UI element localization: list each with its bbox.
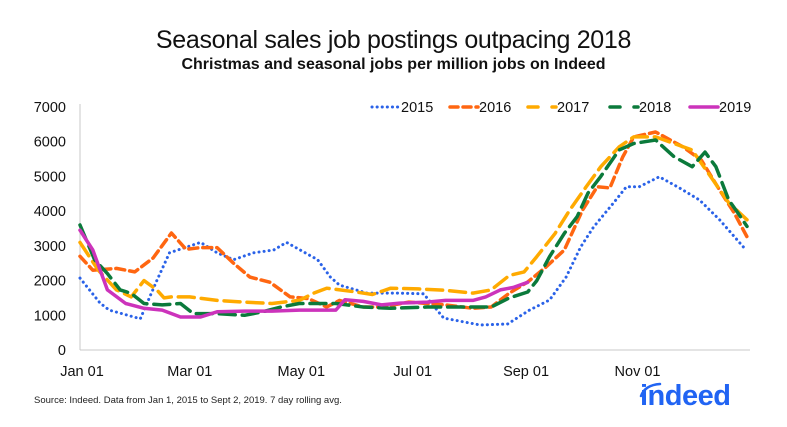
- source-note: Source: Indeed. Data from Jan 1, 2015 to…: [34, 395, 342, 406]
- y-tick-label: 2000: [34, 274, 66, 290]
- series-line-2016: [78, 130, 749, 311]
- x-tick-label: May 01: [278, 364, 326, 380]
- x-tick-label: Jan 01: [60, 364, 104, 380]
- legend: 2015 2016 2017 2018 2019: [370, 100, 751, 116]
- y-tick-label: 4000: [34, 204, 66, 220]
- chart-title: Seasonal sales job postings outpacing 20…: [155, 26, 632, 54]
- y-tick-label: 6000: [34, 135, 66, 151]
- y-tick-label: 1000: [34, 308, 66, 324]
- x-tick-label: Sep 01: [503, 364, 549, 380]
- x-tick-label: Nov 01: [615, 364, 661, 380]
- chart-subtitle: Christmas and seasonal jobs per million …: [181, 56, 606, 73]
- logo-text: indeed: [640, 380, 731, 412]
- x-tick-label: Jul 01: [393, 364, 432, 380]
- logo-arc-icon: [639, 382, 662, 398]
- series-line-2018: [78, 138, 749, 318]
- y-tick-label: 0: [58, 343, 66, 359]
- legend-label: 2018: [639, 100, 671, 116]
- series-line-2019: [78, 228, 530, 319]
- legend-label: 2017: [557, 100, 589, 116]
- y-tick-label: 7000: [34, 100, 66, 116]
- x-tick-label: Mar 01: [167, 364, 212, 380]
- series-line-2017: [78, 135, 749, 306]
- legend-label: 2015: [401, 100, 433, 116]
- series-lines: [78, 130, 749, 327]
- y-tick-label: 3000: [34, 239, 66, 255]
- y-tick-label: 5000: [34, 169, 66, 185]
- legend-label: 2016: [479, 100, 511, 116]
- indeed-logo: indeed: [636, 380, 751, 416]
- legend-label: 2019: [719, 100, 751, 116]
